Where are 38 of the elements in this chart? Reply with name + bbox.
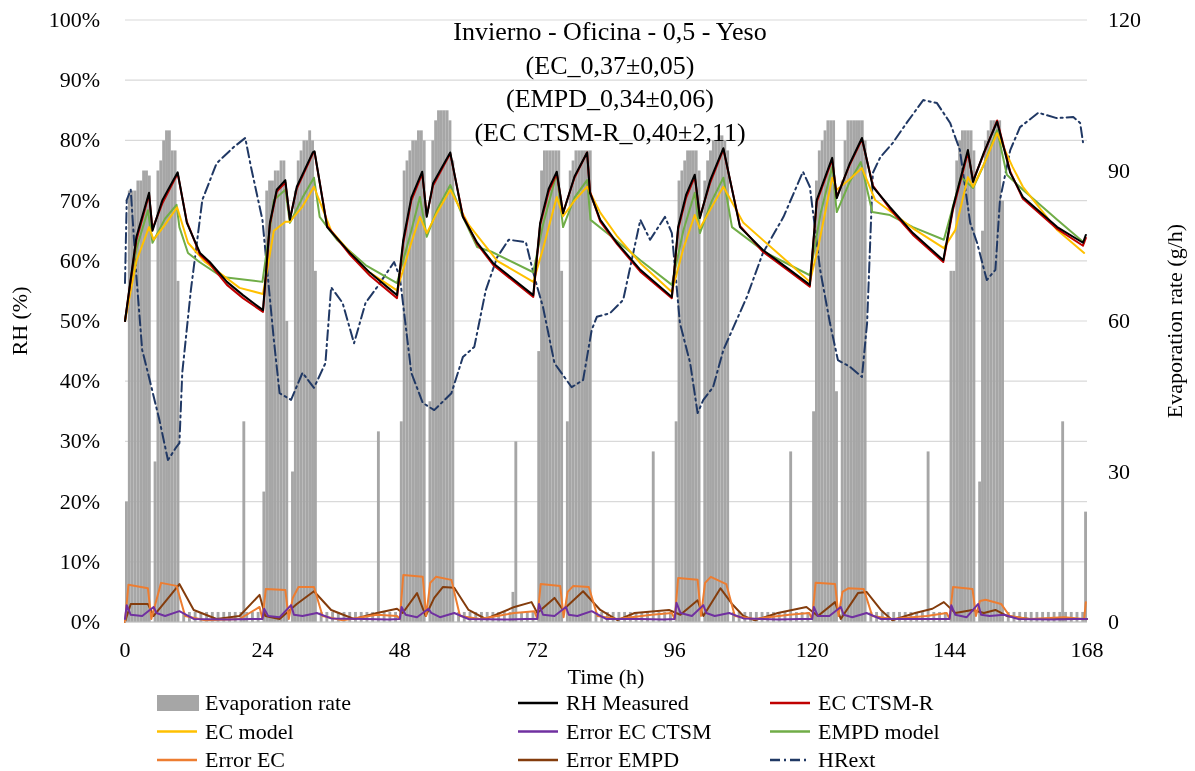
x-tick-label: 72 — [526, 637, 549, 662]
legend-label: Evaporation rate — [205, 690, 351, 715]
y-tick-label: 40% — [59, 368, 100, 394]
legend-label: EC CTSM-R — [818, 690, 934, 715]
x-tick-label: 168 — [1070, 637, 1104, 662]
y2-tick-label: 90 — [1108, 157, 1130, 183]
text: (EC_0,37±0,05) (EMPD_0,34±0,06) (EC CTSM-R_0,40±2,11) — [474, 50, 746, 147]
x-tick-label: 120 — [795, 637, 829, 662]
x-tick-label: 144 — [933, 637, 967, 662]
y-tick-label: 20% — [59, 488, 100, 514]
y-tick-label: 70% — [59, 187, 100, 213]
legend-label: Error EMPD — [566, 747, 680, 771]
x-tick-label: 96 — [663, 637, 686, 662]
legend-label: EMPD model — [818, 718, 940, 744]
y-tick-label: 60% — [59, 247, 100, 273]
y2-tick-label: 60 — [1108, 308, 1130, 333]
legend-label: RH Measured — [566, 690, 689, 715]
x-tick-label: 24 — [251, 637, 274, 662]
chart-title: Invierno - Oficina - 0,5 - Yeso — [453, 17, 767, 46]
legend-label: EC model — [205, 718, 294, 744]
legend-label: Error EC — [205, 747, 286, 771]
y-tick-label: 0% — [70, 609, 100, 634]
y-tick-label: 80% — [59, 127, 100, 153]
y-tick-label: 90% — [59, 67, 100, 93]
legend-label: Error EC CTSM — [566, 718, 712, 744]
x-tick-label: 48 — [388, 637, 411, 662]
y-tick-label: 30% — [59, 428, 100, 454]
y2-axis-title: Evaporation rate (g/h) — [1162, 223, 1187, 419]
y-tick-label: 50% — [59, 308, 100, 333]
x-tick-label: 0 — [119, 637, 131, 662]
y-tick-label: 10% — [59, 548, 100, 574]
y2-tick-label: 0 — [1108, 609, 1119, 634]
legend-label: HRext — [818, 747, 876, 771]
y2-tick-label: 30 — [1108, 458, 1130, 484]
y-axis-title: RH (%) — [7, 286, 32, 356]
y2-tick-label: 120 — [1108, 7, 1141, 32]
y-tick-label: 100% — [48, 7, 100, 32]
x-axis-title: Time (h) — [567, 664, 645, 689]
